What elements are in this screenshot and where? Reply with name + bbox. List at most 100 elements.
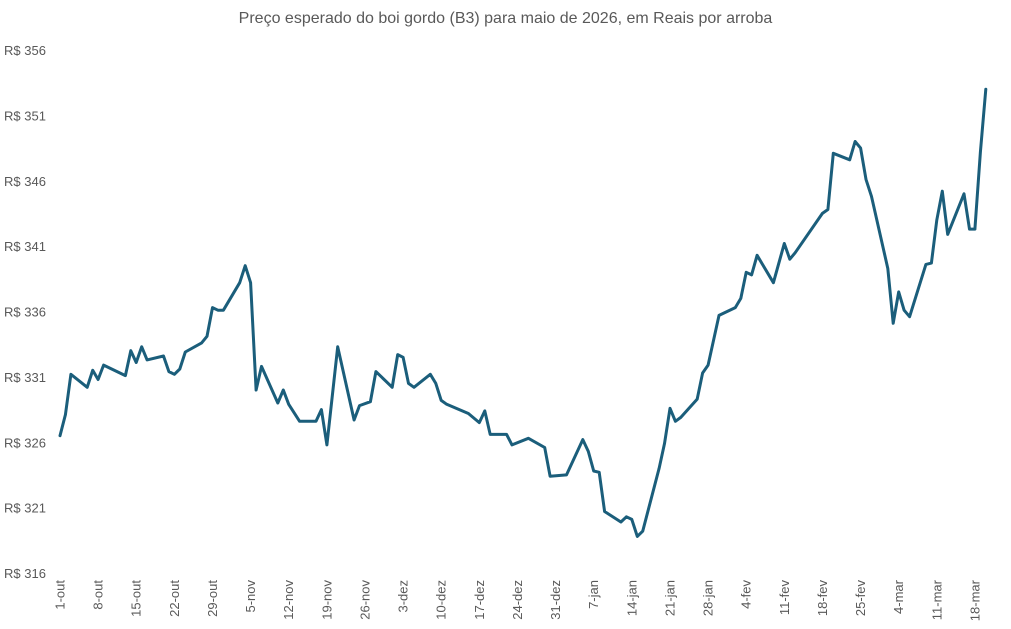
data-point xyxy=(548,475,552,478)
data-point xyxy=(211,306,214,309)
data-point xyxy=(276,401,280,405)
data-point xyxy=(848,158,851,162)
data-point xyxy=(69,373,73,376)
data-point xyxy=(750,273,753,277)
data-point xyxy=(287,403,290,406)
data-point xyxy=(325,443,329,447)
data-point xyxy=(369,400,372,403)
x-tick-label: 24-dez xyxy=(510,580,525,620)
data-point xyxy=(184,350,187,354)
y-tick-label: R$ 331 xyxy=(4,370,46,385)
data-point xyxy=(744,271,748,274)
series-line xyxy=(58,87,988,538)
data-point xyxy=(178,367,182,371)
x-tick-label: 18-mar xyxy=(967,579,982,621)
data-point xyxy=(135,361,138,364)
data-point xyxy=(102,363,105,367)
data-point xyxy=(64,413,67,416)
data-point xyxy=(657,467,661,470)
data-point xyxy=(641,529,644,533)
data-point xyxy=(260,365,263,368)
y-tick-label: R$ 316 xyxy=(4,566,46,581)
data-point xyxy=(298,420,301,423)
chart-title: Preço esperado do boi gordo (B3) para ma… xyxy=(238,10,773,27)
data-point xyxy=(984,88,988,91)
y-tick-label: R$ 341 xyxy=(4,239,46,254)
data-point xyxy=(391,386,394,389)
x-tick-label: 22-out xyxy=(167,580,182,617)
data-point xyxy=(794,251,797,254)
x-axis: 1-out 8-out 15-out 22-out 29-out 5-nov 12-nov 1… xyxy=(53,579,983,621)
data-point xyxy=(527,437,530,440)
data-point xyxy=(935,218,939,222)
x-tick-label: 28-jan xyxy=(701,580,716,616)
data-point xyxy=(336,345,339,349)
data-point xyxy=(755,254,759,257)
data-point xyxy=(243,264,247,267)
data-point xyxy=(86,386,89,389)
data-point xyxy=(941,190,944,193)
x-tick-label: 12-nov xyxy=(281,580,296,620)
data-point xyxy=(902,308,906,312)
data-point xyxy=(254,388,258,392)
y-axis: R$ 316 R$ 321 R$ 326 R$ 331 R$ 336 R$ 341 R$ 3… xyxy=(4,43,46,581)
data-point xyxy=(930,261,933,265)
data-point xyxy=(205,335,209,338)
data-point xyxy=(124,374,127,377)
data-point xyxy=(96,378,100,381)
data-point xyxy=(352,418,356,422)
data-point xyxy=(91,369,94,372)
data-point xyxy=(483,409,486,413)
x-tick-label: 29-out xyxy=(205,580,220,617)
data-point xyxy=(162,354,165,358)
data-point xyxy=(592,469,595,473)
data-point xyxy=(429,373,432,376)
data-point xyxy=(734,306,737,309)
data-point xyxy=(407,382,410,385)
data-point xyxy=(445,403,448,406)
data-point xyxy=(674,420,677,423)
data-point xyxy=(897,290,900,294)
x-tick-label: 31-dez xyxy=(548,580,563,620)
data-point xyxy=(467,412,470,415)
x-tick-label: 19-nov xyxy=(319,580,334,620)
data-point xyxy=(946,233,949,236)
data-point xyxy=(924,263,928,266)
data-point xyxy=(145,358,149,362)
x-tick-label: 18-fev xyxy=(815,580,830,617)
data-point xyxy=(396,353,399,356)
x-tick-label: 11-mar xyxy=(929,579,944,620)
data-point xyxy=(853,140,857,143)
data-point xyxy=(892,322,895,325)
data-point xyxy=(739,297,742,300)
data-point xyxy=(200,341,203,345)
data-point xyxy=(668,407,672,410)
data-point xyxy=(979,150,982,154)
data-point xyxy=(412,386,416,389)
data-point xyxy=(973,227,977,231)
data-point xyxy=(358,404,361,407)
x-tick-label: 26-nov xyxy=(357,580,372,620)
data-point xyxy=(968,227,971,231)
data-point xyxy=(870,195,873,198)
data-point xyxy=(587,450,590,453)
data-point xyxy=(216,308,220,312)
x-tick-label: 3-dez xyxy=(396,580,411,613)
data-point xyxy=(701,371,704,375)
data-point xyxy=(581,438,585,441)
data-point xyxy=(222,308,225,312)
y-tick-label: R$ 356 xyxy=(4,43,46,58)
data-point xyxy=(543,446,546,449)
data-point xyxy=(772,281,775,284)
data-point xyxy=(717,314,721,317)
data-point xyxy=(282,388,285,392)
data-point xyxy=(173,373,176,376)
y-tick-label: R$ 336 xyxy=(4,305,46,320)
x-tick-label: 5-nov xyxy=(243,580,258,613)
data-point xyxy=(864,178,868,181)
y-tick-label: R$ 346 xyxy=(4,174,46,189)
data-point xyxy=(788,258,791,261)
data-point xyxy=(603,510,606,513)
data-point xyxy=(314,420,318,423)
data-point xyxy=(320,408,323,411)
